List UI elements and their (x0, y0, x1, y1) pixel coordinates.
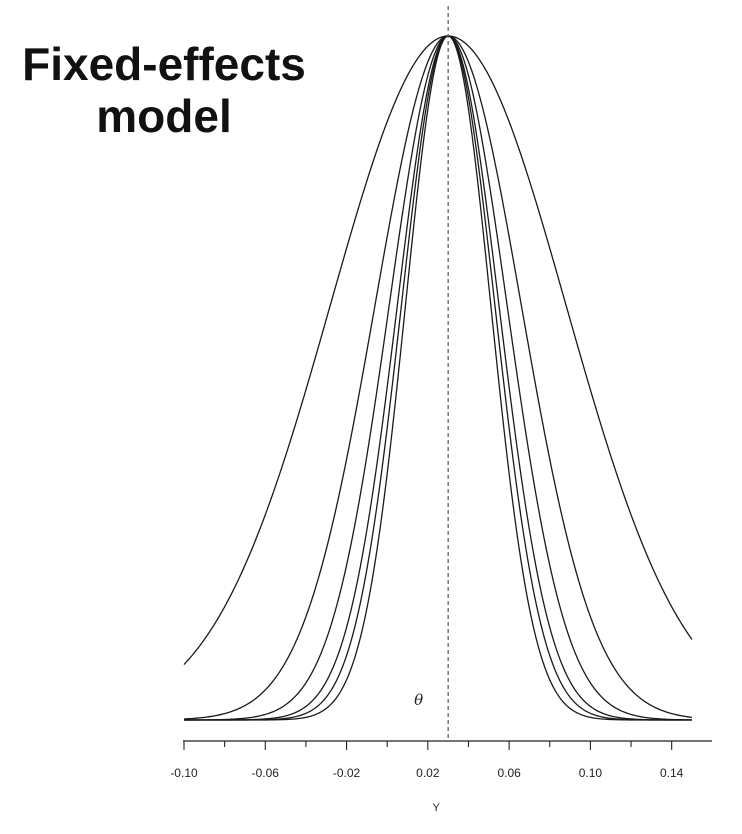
density-curve-6 (184, 35, 692, 721)
chart-title-line-2: model (96, 90, 232, 142)
density-curve-4 (184, 35, 692, 721)
x-tick-label: 0.02 (416, 766, 440, 780)
x-tick-label: 0.10 (579, 766, 603, 780)
density-curve-1 (183, 35, 693, 665)
density-curve-3 (184, 35, 693, 721)
density-curves (183, 35, 693, 721)
x-axis-ticks: -0.10 -0.06 -0.02 0.02 0.06 0.10 0.14 (170, 741, 684, 780)
chart-title: Fixed-effects model (0, 38, 328, 142)
x-tick-label: -0.10 (170, 766, 198, 780)
x-tick-label: 0.06 (497, 766, 521, 780)
density-curve-2 (183, 35, 693, 720)
x-tick-label: -0.02 (333, 766, 361, 780)
theta-label: θ (414, 691, 423, 709)
x-tick-label: 0.14 (660, 766, 684, 780)
x-tick-label: -0.06 (252, 766, 280, 780)
density-curve-5 (184, 35, 692, 721)
chart-title-line-1: Fixed-effects (22, 38, 306, 90)
x-axis-label: Y (432, 802, 440, 814)
